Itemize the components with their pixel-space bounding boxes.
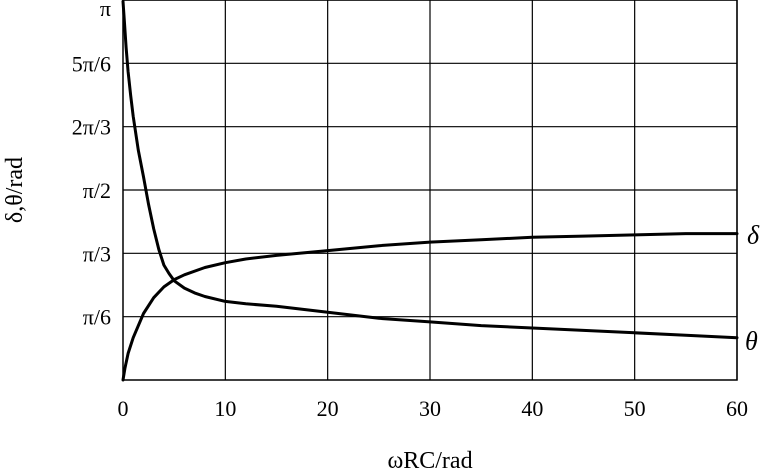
series-group — [121, 0, 739, 382]
series-line-delta — [121, 232, 739, 382]
x-axis-label: ωRC/rad — [387, 448, 472, 473]
series-label-delta: δ — [747, 221, 760, 250]
y-tick-label: 5π/6 — [72, 51, 111, 76]
y-tick-label: π/3 — [83, 241, 111, 266]
x-tick-label: 30 — [419, 396, 441, 421]
x-tick-labels: 0 10 20 30 40 50 60 — [118, 396, 749, 421]
x-tick-label: 10 — [214, 396, 236, 421]
series-label-theta: θ — [745, 327, 758, 356]
x-tick-label: 50 — [624, 396, 646, 421]
series-line-theta — [121, 0, 739, 340]
y-axis-label: δ,θ/rad — [2, 157, 28, 223]
y-tick-label: π/6 — [83, 305, 111, 330]
y-tick-label: π — [100, 0, 111, 21]
plot-frame — [122, 0, 738, 381]
y-tick-label: 2π/3 — [72, 115, 111, 140]
y-tick-labels: π/6 π/3 π/2 2π/3 5π/6 π — [72, 0, 111, 330]
x-tick-label: 60 — [726, 396, 748, 421]
x-tick-label: 20 — [317, 396, 339, 421]
x-tick-label: 0 — [118, 396, 129, 421]
y-tick-label: π/2 — [83, 178, 111, 203]
x-tick-label: 40 — [521, 396, 543, 421]
